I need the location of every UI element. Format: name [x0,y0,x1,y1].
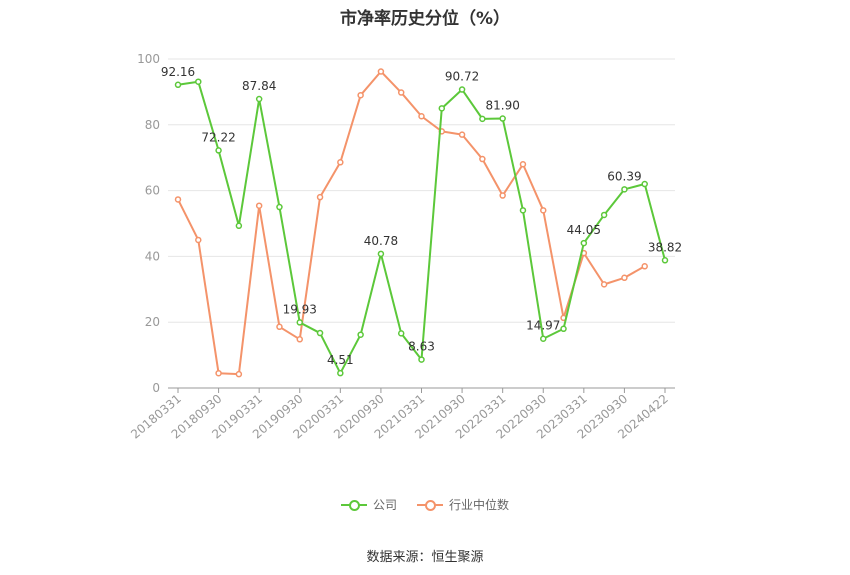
data-point-industry-median [235,370,243,378]
data-point-company [621,186,628,193]
y-tick-label: 40 [145,249,160,263]
data-label: 19.93 [283,302,317,316]
legend-item-company[interactable]: 公司 [340,496,397,513]
y-tick-label: 100 [137,52,160,66]
data-label: 40.78 [364,234,398,248]
data-point-company [519,207,527,214]
data-point-company [296,319,303,326]
data-label: 44.05 [567,223,601,237]
data-point-company [337,369,344,377]
data-labels: 92.16 72.22 87.84 19.93 4.51 40.78 8.63 90.72 81… [161,65,682,367]
data-point-industry-median [337,159,344,166]
data-point-industry-median [377,68,385,75]
legend-line-icon [417,499,443,511]
data-point-company [276,203,283,211]
data-point-industry-median [621,274,628,282]
data-point-industry-median [540,207,547,214]
data-point-industry-median [641,263,648,270]
data-point-industry-median [499,192,506,199]
data-point-industry-median [195,236,202,244]
chart-title: 市净率历史分位（%） [339,9,511,29]
data-point-company [580,239,588,247]
y-tick-label: 0 [152,381,160,395]
data-label: 4.51 [327,353,354,367]
data-point-industry-median [174,196,182,203]
data-point-company [499,115,506,122]
legend: 公司 行业中位数 [0,496,850,513]
data-label: 87.84 [242,79,276,93]
y-tick-label: 20 [145,315,160,329]
data-point-industry-median [458,131,466,138]
y-tick-label: 60 [145,184,160,198]
data-point-company [235,222,243,230]
data-point-company [600,211,608,219]
data-point-industry-median [296,336,303,343]
data-label: 72.22 [201,130,235,144]
data-label: 81.90 [485,99,519,113]
data-point-company [255,95,263,103]
data-point-industry-median [418,112,425,120]
y-tick-label: 80 [145,118,160,132]
data-point-company [641,180,648,188]
data-point-company [195,78,202,85]
line-chart: 0204060801002018033120180930201903312019… [128,52,682,442]
data-label: 60.39 [607,169,641,183]
data-point-company [397,330,405,337]
legend-label-industry-median: 行业中位数 [449,498,510,512]
grid-lines [168,58,675,323]
data-point-industry-median [357,91,364,99]
axes: 0204060801002018033120180930201903312019… [128,52,675,442]
series-lines [174,68,669,378]
data-point-industry-median [479,155,486,163]
data-point-company [215,147,222,154]
legend-item-industry-median[interactable]: 行业中位数 [417,496,509,513]
data-point-company [661,257,669,264]
data-source: 数据来源：恒生聚源 [366,550,484,565]
data-point-industry-median [316,193,324,201]
data-label: 38.82 [648,240,682,254]
data-point-company [540,335,547,342]
legend-line-icon [340,499,367,511]
data-label: 8.63 [408,340,435,354]
data-point-company [479,115,486,123]
data-point-company [174,81,182,89]
data-point-industry-median [397,89,405,96]
data-point-company [438,105,446,112]
data-point-company [560,325,567,333]
data-point-company [418,356,425,363]
data-point-company [377,250,385,258]
data-point-company [357,331,364,338]
legend-label-company: 公司 [372,498,397,512]
data-label: 14.97 [526,319,560,333]
data-label: 92.16 [161,65,195,79]
data-point-industry-median [255,202,263,209]
data-label: 90.72 [445,70,479,84]
data-point-company [458,86,466,93]
data-point-industry-median [276,323,283,331]
data-point-company [316,329,324,337]
data-point-industry-median [600,281,608,288]
series-line-industry-median [177,70,646,376]
data-point-industry-median [215,369,222,377]
data-point-industry-median [519,161,527,168]
